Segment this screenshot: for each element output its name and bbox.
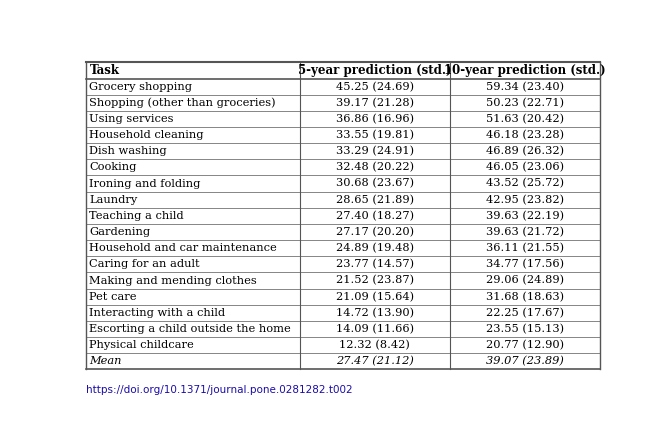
Text: 14.72 (13.90): 14.72 (13.90) — [336, 308, 414, 318]
Text: Laundry: Laundry — [90, 195, 138, 205]
Text: 32.48 (20.22): 32.48 (20.22) — [336, 162, 414, 172]
Text: 50.23 (22.71): 50.23 (22.71) — [486, 98, 564, 108]
Text: Ironing and folding: Ironing and folding — [90, 179, 201, 189]
Text: 12.32 (8.42): 12.32 (8.42) — [339, 340, 410, 350]
Text: Escorting a child outside the home: Escorting a child outside the home — [90, 324, 291, 334]
Text: 10-year prediction (std.): 10-year prediction (std.) — [444, 64, 606, 77]
Text: 51.63 (20.42): 51.63 (20.42) — [486, 114, 564, 124]
Text: 42.95 (23.82): 42.95 (23.82) — [486, 194, 564, 205]
Text: 46.18 (23.28): 46.18 (23.28) — [486, 130, 564, 140]
Text: 21.52 (23.87): 21.52 (23.87) — [336, 276, 414, 286]
Text: Interacting with a child: Interacting with a child — [90, 308, 226, 318]
Text: 5-year prediction (std.): 5-year prediction (std.) — [298, 64, 452, 77]
Text: 39.17 (21.28): 39.17 (21.28) — [336, 98, 414, 108]
Text: 14.09 (11.66): 14.09 (11.66) — [336, 324, 414, 334]
Text: 46.05 (23.06): 46.05 (23.06) — [486, 162, 564, 172]
Text: Caring for an adult: Caring for an adult — [90, 259, 200, 269]
Text: Teaching a child: Teaching a child — [90, 211, 184, 221]
Text: 27.17 (20.20): 27.17 (20.20) — [336, 227, 414, 237]
Text: 36.11 (21.55): 36.11 (21.55) — [486, 243, 564, 254]
Text: Household and car maintenance: Household and car maintenance — [90, 243, 277, 253]
Text: 23.55 (15.13): 23.55 (15.13) — [486, 324, 564, 334]
Text: 22.25 (17.67): 22.25 (17.67) — [486, 308, 564, 318]
Text: 33.29 (24.91): 33.29 (24.91) — [336, 146, 414, 156]
Text: Household cleaning: Household cleaning — [90, 130, 204, 140]
Text: 31.68 (18.63): 31.68 (18.63) — [486, 292, 564, 302]
Text: 29.06 (24.89): 29.06 (24.89) — [486, 276, 564, 286]
Text: 30.68 (23.67): 30.68 (23.67) — [336, 178, 414, 189]
Text: 39.07 (23.89): 39.07 (23.89) — [486, 356, 564, 366]
Text: Making and mending clothes: Making and mending clothes — [90, 276, 257, 285]
Text: 34.77 (17.56): 34.77 (17.56) — [486, 259, 564, 270]
Text: 28.65 (21.89): 28.65 (21.89) — [336, 194, 414, 205]
Text: 39.63 (22.19): 39.63 (22.19) — [486, 211, 564, 221]
Text: https://doi.org/10.1371/journal.pone.0281282.t002: https://doi.org/10.1371/journal.pone.028… — [86, 385, 353, 395]
Text: Task: Task — [90, 64, 119, 77]
Text: Dish washing: Dish washing — [90, 146, 167, 156]
Text: 59.34 (23.40): 59.34 (23.40) — [486, 82, 564, 92]
Text: 46.89 (26.32): 46.89 (26.32) — [486, 146, 564, 156]
Text: 45.25 (24.69): 45.25 (24.69) — [336, 82, 414, 92]
Text: Grocery shopping: Grocery shopping — [90, 82, 192, 92]
Text: Physical childcare: Physical childcare — [90, 340, 194, 350]
Text: Using services: Using services — [90, 114, 174, 124]
Text: Pet care: Pet care — [90, 292, 137, 302]
Text: 20.77 (12.90): 20.77 (12.90) — [486, 340, 564, 350]
Text: 36.86 (16.96): 36.86 (16.96) — [336, 114, 414, 124]
Text: Cooking: Cooking — [90, 163, 137, 172]
Text: 21.09 (15.64): 21.09 (15.64) — [336, 292, 414, 302]
Text: 39.63 (21.72): 39.63 (21.72) — [486, 227, 564, 237]
Text: Mean: Mean — [90, 356, 122, 366]
Text: 27.40 (18.27): 27.40 (18.27) — [336, 211, 414, 221]
Text: 43.52 (25.72): 43.52 (25.72) — [486, 178, 564, 189]
Text: 23.77 (14.57): 23.77 (14.57) — [336, 259, 414, 270]
Text: 24.89 (19.48): 24.89 (19.48) — [336, 243, 414, 254]
Text: Gardening: Gardening — [90, 227, 151, 237]
Text: 33.55 (19.81): 33.55 (19.81) — [336, 130, 414, 140]
Text: 27.47 (21.12): 27.47 (21.12) — [336, 356, 413, 366]
Text: Shopping (other than groceries): Shopping (other than groceries) — [90, 98, 276, 108]
